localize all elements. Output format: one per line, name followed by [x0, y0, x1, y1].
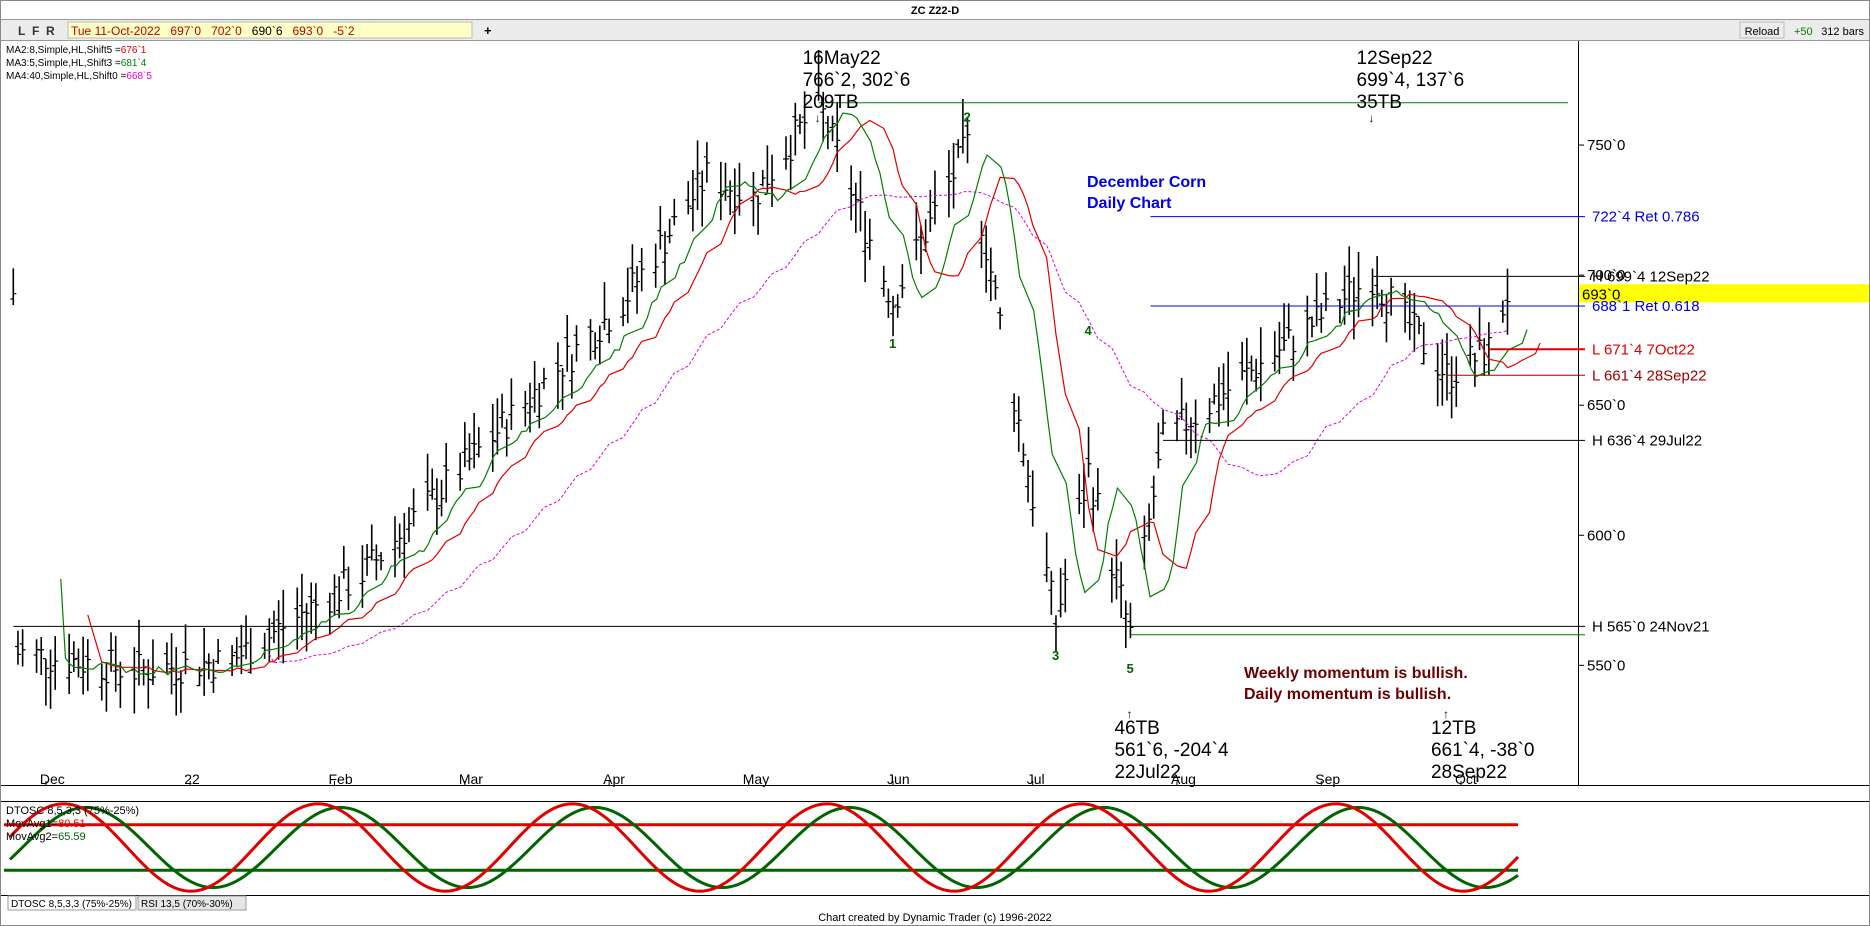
- arrow-up-icon: ↑: [1126, 707, 1132, 721]
- y-tick-label: 600`0: [1587, 527, 1625, 544]
- level-lines: H 699`4 12Sep22 L 671`4 7Oct22 L 661`4 28S…: [13, 102, 1710, 635]
- x-tick-label: 22: [184, 771, 200, 787]
- last-price-label: 693`0: [1582, 286, 1620, 303]
- indicator-legend-item: MA4:40,Simple,HL,Shift0 =668`5: [6, 70, 152, 82]
- chart-subtitle: Daily Chart: [1087, 195, 1172, 212]
- top-annotation-line: 12Sep22: [1357, 48, 1433, 69]
- toolbar-button-f[interactable]: F: [32, 24, 39, 38]
- last-price-tag: [1579, 284, 1869, 303]
- x-tick-label: Apr: [603, 771, 625, 787]
- arrow-up-icon: ↑: [1443, 707, 1449, 721]
- price-axis: 750`0 700`0 650`0 600`0 550`0 693`0: [1578, 137, 1869, 674]
- bottom-annotation-line: 12TB: [1431, 718, 1476, 739]
- y-tick-label: 700`0: [1587, 267, 1625, 284]
- momentum-note: Daily momentum is bullish.: [1244, 686, 1451, 703]
- indicator-legend-item: MA3:5,Simple,HL,Shift3 =681`4: [6, 57, 147, 69]
- toolbar-button-l[interactable]: L: [18, 24, 25, 38]
- x-tick-label: Feb: [328, 771, 352, 787]
- arrow-down-icon: ↓: [1369, 111, 1375, 125]
- indicator-legend: MA2:8,Simple,HL,Shift5 =676`1MA3:5,Simpl…: [6, 44, 152, 82]
- ma-40-line: [268, 190, 1508, 664]
- ma-8-line: [87, 119, 1541, 674]
- ma-5-line: [60, 112, 1528, 676]
- moving-averages: [60, 112, 1541, 676]
- osc-movavg2-line: [8, 805, 1519, 890]
- x-tick-label: Sep: [1315, 771, 1340, 787]
- study-tab[interactable]: [137, 895, 247, 911]
- top-annotation-line: 209TB: [803, 92, 859, 113]
- title-bar: [1, 1, 1869, 19]
- price-bars: [10, 50, 1511, 716]
- study-tab-label: DTOSC 8,5,3,3 (75%-25%): [11, 899, 132, 910]
- osc-movavg1-line: [8, 802, 1520, 893]
- x-tick-label: Jul: [1027, 771, 1045, 787]
- bars-count: 312 bars: [1821, 26, 1864, 38]
- top-annotation-line: 699`4, 137`6: [1357, 70, 1465, 91]
- study-tabs: DTOSC 8,5,3,3 (75%-25%) RSI 13,5 (70%-30%…: [7, 895, 247, 911]
- add-study-button[interactable]: +: [484, 23, 492, 38]
- osc-legend-item: MovAvg2=65.59: [6, 831, 86, 843]
- momentum-note: Weekly momentum is bullish.: [1244, 665, 1468, 682]
- wave-label: 3: [1052, 648, 1059, 663]
- bottom-annotation-line: 22Jul22: [1114, 762, 1181, 783]
- x-tick-label: Dec: [40, 771, 65, 787]
- quote-readout: Tue 11-Oct-2022 697`0 702`0 690`6 693`0 -5`2: [71, 24, 355, 38]
- wave-label: 1: [889, 336, 896, 351]
- level-label: L 661`4 28Sep22: [1592, 367, 1707, 384]
- bottom-annotation-line: 561`6, -204`4: [1114, 740, 1229, 761]
- date-axis: Dec 22 Feb Mar Apr May Jun Jul Aug Sep Oct: [40, 771, 1477, 787]
- oscillator-panel: DTOSC 8,5,3,3 (75%-25%)MovAvg1=80.51MovA…: [4, 802, 1520, 893]
- footer-credit: Chart created by Dynamic Trader (c) 1996…: [818, 912, 1052, 924]
- retracement-label: 722`4 Ret 0.786: [1592, 209, 1700, 226]
- quote-box: [67, 21, 473, 39]
- chart-title-bar: ZC Z22-D: [911, 5, 959, 17]
- toolbar-button-r[interactable]: R: [46, 24, 55, 38]
- reload-label: Reload: [1745, 26, 1780, 38]
- retracement-label: 688`1 Ret 0.618: [1592, 298, 1700, 315]
- y-tick-label: 650`0: [1587, 397, 1625, 414]
- reload-button[interactable]: [1739, 21, 1785, 39]
- top-annotation-line: 16May22: [803, 48, 881, 69]
- bottom-annotation-line: 661`4, -38`0: [1431, 740, 1535, 761]
- wave-label: 5: [1126, 661, 1133, 676]
- x-tick-label: May: [743, 771, 769, 787]
- x-tick-label: Oct: [1455, 771, 1477, 787]
- y-tick-label: 550`0: [1587, 657, 1625, 674]
- y-tick-label: 750`0: [1587, 137, 1625, 154]
- top-annotation-line: 35TB: [1357, 92, 1402, 113]
- osc-legend-item: MovAvg1=80.51: [6, 818, 86, 830]
- level-label: H 565`0 24Nov21: [1592, 618, 1710, 635]
- bottom-annotation-line: 28Sep22: [1431, 762, 1507, 783]
- osc-title: DTOSC 8,5,3,3 (75%-25%): [6, 805, 139, 817]
- study-tab-label: RSI 13,5 (70%-30%): [141, 899, 233, 910]
- top-annotation-line: 766`2, 302`6: [803, 70, 911, 91]
- level-label: H 699`4 12Sep22: [1592, 268, 1710, 285]
- wave-label: 4: [1085, 323, 1093, 338]
- bottom-annotation-line: 46TB: [1114, 718, 1159, 739]
- indicator-legend-item: MA2:8,Simple,HL,Shift5 =676`1: [6, 44, 147, 56]
- reload-count: +50: [1794, 26, 1813, 38]
- x-tick-label: Mar: [459, 771, 483, 787]
- level-label: L 671`4 7Oct22: [1592, 341, 1695, 358]
- x-tick-label: Jun: [887, 771, 910, 787]
- wave-label: 2: [964, 109, 971, 124]
- level-label: H 636`4 29Jul22: [1592, 432, 1702, 449]
- arrow-down-icon: ↓: [815, 111, 821, 125]
- x-tick-label: Aug: [1171, 771, 1196, 787]
- chart-title: December Corn: [1087, 174, 1206, 191]
- study-tab[interactable]: [7, 895, 137, 911]
